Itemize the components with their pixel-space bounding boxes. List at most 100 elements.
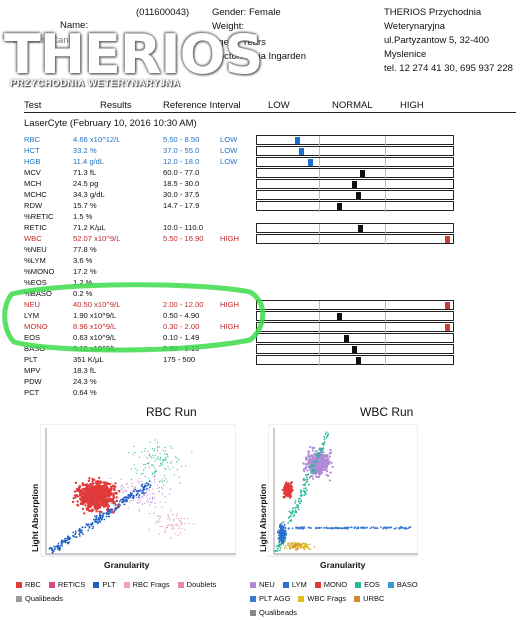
col-results: Results	[100, 100, 132, 111]
legend-swatch	[354, 596, 361, 603]
result-row: RETIC 71.2 K/μL 10.0 - 110.0	[24, 222, 484, 233]
row-result: 15.7 %	[73, 201, 97, 210]
result-row: PCT 0.64 %	[24, 387, 484, 398]
legend-swatch	[93, 582, 100, 589]
legend-swatch	[48, 582, 55, 589]
clinic-street: ul.Partyzantow 5, 32-400	[384, 35, 490, 46]
clinic-type: Weterynaryjna	[384, 21, 446, 32]
row-result: 34.3 g/dL	[73, 190, 105, 199]
rbc-legend-item: PLT	[93, 578, 116, 592]
legend-label: NEU	[259, 580, 275, 589]
rbc-legend-item: RBC Frags	[123, 578, 170, 592]
col-normal: NORMAL	[332, 100, 373, 111]
legend-label: Qualibeads	[25, 594, 63, 603]
row-reference: 30.0 - 37.5	[163, 190, 200, 199]
row-test-name: MCHC	[24, 190, 47, 199]
row-test-name: RBC	[24, 135, 41, 144]
row-test-name: MCV	[24, 168, 41, 177]
therios-logo: THERIOS	[4, 23, 263, 86]
legend-label: WBC Frags	[307, 594, 347, 603]
result-row: PDW 24.3 %	[24, 376, 484, 387]
wbc-legend-item: WBC Frags	[298, 592, 346, 606]
rbc-scatter-plot	[40, 424, 236, 557]
range-marker	[295, 137, 300, 144]
legend-label: RBC Frags	[132, 580, 170, 589]
result-row: MCH 24.5 pg 18.5 - 30.0	[24, 178, 484, 189]
result-row: NEU 40.50 x10^9/L 2.00 - 12.00 HIGH	[24, 299, 484, 310]
wbc-xlabel: Granularity	[320, 560, 366, 570]
range-bar	[256, 311, 454, 322]
wbc-legend-item: EOS	[355, 578, 380, 592]
range-marker	[337, 203, 342, 210]
legend-label: MONO	[323, 580, 348, 589]
legend-swatch	[16, 582, 22, 589]
result-row: %RETIC 1.5 %	[24, 211, 484, 222]
row-result: 18.3 fL	[73, 366, 97, 375]
range-marker	[358, 225, 363, 232]
legend-label: EOS	[364, 580, 380, 589]
range-bar	[256, 223, 454, 234]
range-bar	[256, 157, 454, 168]
range-bar	[256, 190, 454, 201]
row-test-name: HCT	[24, 146, 40, 155]
range-bar	[256, 168, 454, 179]
wbc-scatter-plot	[268, 424, 418, 557]
col-reference: Reference Interval	[163, 100, 241, 111]
legend-swatch	[123, 582, 130, 589]
row-flag: HIGH	[220, 322, 239, 331]
legend-swatch	[355, 582, 362, 589]
row-test-name: WBC	[24, 234, 42, 243]
row-test-name: PLT	[24, 355, 38, 364]
age: Age: 9 Years	[212, 37, 266, 48]
range-marker	[356, 192, 361, 199]
result-row: RDW 15.7 % 14.7 - 17.9	[24, 200, 484, 211]
gender: Gender: Female	[212, 7, 281, 18]
wbc-ylabel: Light Absorption	[258, 483, 268, 552]
legend-swatch	[282, 582, 289, 589]
row-reference: 5.50 - 16.90	[163, 234, 204, 243]
row-reference: 12.0 - 18.0	[163, 157, 200, 166]
row-result: 0.64 %	[73, 388, 97, 397]
row-test-name: LYM	[24, 311, 40, 320]
legend-label: LYM	[291, 580, 307, 589]
rbc-legend: RBC RETICS PLT RBC Frags Doublets Qualibeads	[16, 578, 246, 606]
legend-label: URBC	[363, 594, 385, 603]
row-flag: HIGH	[220, 300, 239, 309]
range-marker	[445, 236, 450, 243]
range-marker	[344, 335, 349, 342]
range-marker	[352, 346, 357, 353]
col-test: Test	[24, 100, 42, 111]
row-reference: 10.0 - 110.0	[163, 223, 203, 232]
result-row: %NEU 77.8 %	[24, 244, 484, 255]
result-row: MONO 8.96 x10^9/L 0.30 - 2.00 HIGH	[24, 321, 484, 332]
row-result: 0.2 %	[73, 289, 93, 298]
row-result: 24.5 pg	[73, 179, 99, 188]
legend-swatch	[250, 610, 256, 617]
range-bar	[256, 179, 454, 190]
row-result: 40.50 x10^9/L	[73, 300, 121, 309]
doctor: Doctor: Maja Ingarden	[212, 51, 306, 62]
row-reference: 0.10 - 1.49	[163, 333, 200, 342]
row-result: 71.2 K/μL	[73, 223, 106, 232]
col-high: HIGH	[400, 100, 424, 111]
legend-label: Doublets	[186, 580, 217, 589]
wbc-legend: NEU LYM MONO EOS BASO PLT AGG WBC Frags URBC Qua…	[250, 578, 426, 620]
row-reference: 0.30 - 2.00	[163, 322, 200, 331]
row-test-name: HGB	[24, 157, 41, 166]
result-row: RBC 4.66 x10^12/L 5.50 - 8.50 LOW	[24, 134, 484, 145]
row-test-name: %NEU	[24, 245, 47, 254]
wbc-run-title: WBC Run	[360, 405, 414, 419]
species-line: Species: Canine	[12, 35, 82, 46]
clinic-name: THERIOS Przychodnia	[384, 7, 482, 18]
range-marker	[308, 159, 313, 166]
wbc-legend-item: LYM	[282, 578, 307, 592]
row-flag: LOW	[220, 135, 238, 144]
row-reference: 0.50 - 4.90	[163, 311, 200, 320]
row-result: 52.07 x10^9/L	[73, 234, 121, 243]
row-test-name: PCT	[24, 388, 40, 397]
row-test-name: %BASO	[24, 289, 52, 298]
row-test-name: MCH	[24, 179, 42, 188]
row-result: 1.2 %	[73, 278, 93, 287]
wbc-legend-item: NEU	[250, 578, 275, 592]
row-result: 71.3 fL	[73, 168, 97, 177]
